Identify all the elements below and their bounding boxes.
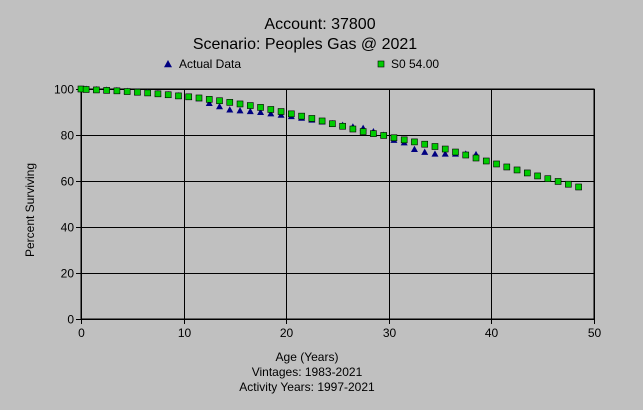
point-s0 <box>534 172 541 180</box>
plot-area <box>80 88 595 320</box>
point-s0 <box>575 183 582 191</box>
y-tick-label: 20 <box>61 267 75 281</box>
point-actual-data <box>431 150 439 157</box>
point-s0 <box>226 99 234 106</box>
legend-item-s0: S0 54.00 <box>377 57 439 71</box>
point-actual-data <box>421 148 429 155</box>
point-s0 <box>205 96 213 103</box>
point-s0 <box>370 130 377 137</box>
y-tick-label: 0 <box>67 313 74 327</box>
point-s0 <box>318 117 326 125</box>
point-s0 <box>164 91 172 99</box>
x-tick-label: 30 <box>383 326 397 340</box>
point-s0 <box>544 175 552 182</box>
point-s0 <box>349 125 357 133</box>
point-s0 <box>359 128 367 135</box>
point-s0 <box>421 140 429 148</box>
x-tick-label: 40 <box>485 326 499 340</box>
point-actual-data <box>257 108 265 116</box>
point-s0 <box>513 166 521 174</box>
point-s0 <box>524 169 531 177</box>
point-s0 <box>462 151 470 159</box>
y-tick-label: 60 <box>61 175 75 189</box>
point-s0 <box>308 115 316 122</box>
y-axis-label: Percent Surviving <box>23 163 37 257</box>
point-s0 <box>103 87 110 94</box>
legend: Actual Data S0 54.00 <box>164 57 439 71</box>
x-axis-label: Age (Years) <box>276 350 339 364</box>
x-tick-label: 10 <box>178 326 192 340</box>
grid <box>81 89 595 320</box>
point-s0 <box>277 108 285 115</box>
point-actual-data <box>441 150 449 157</box>
point-s0 <box>472 154 480 162</box>
point-s0 <box>554 178 562 185</box>
point-s0 <box>329 120 336 128</box>
point-actual-data <box>267 110 275 117</box>
point-s0 <box>400 136 408 144</box>
point-s0 <box>452 148 459 156</box>
point-s0 <box>411 138 418 146</box>
y-tick-label: 40 <box>61 221 75 235</box>
point-actual-data <box>410 145 418 153</box>
point-s0 <box>339 122 346 130</box>
point-s0 <box>503 163 511 171</box>
footnote-activity-years: Activity Years: 1997-2021 <box>239 380 375 394</box>
point-s0 <box>175 92 182 100</box>
x-tick-label: 0 <box>78 326 85 340</box>
point-s0 <box>195 94 203 102</box>
axis-ticks: 0 20 40 60 80 100 0 10 20 30 40 50 <box>54 83 602 341</box>
point-actual-data <box>246 107 254 115</box>
y-tick-label: 80 <box>61 129 75 143</box>
point-s0 <box>236 100 244 108</box>
point-s0 <box>257 104 264 111</box>
point-s0 <box>565 180 572 188</box>
legend-marker-actual-data <box>164 60 172 68</box>
legend-label-actual-data: Actual Data <box>179 57 241 71</box>
x-tick-label: 50 <box>588 326 602 340</box>
x-tick-label: 20 <box>280 326 294 340</box>
point-s0 <box>288 110 295 118</box>
point-actual-data <box>216 102 224 110</box>
point-s0 <box>93 86 100 94</box>
chart-subtitle: Scenario: Peoples Gas @ 2021 <box>193 36 417 53</box>
legend-label-s0: S0 54.00 <box>391 57 439 71</box>
point-actual-data <box>226 106 234 113</box>
point-s0 <box>134 88 141 96</box>
point-s0 <box>493 160 500 168</box>
legend-marker-s0 <box>377 60 385 68</box>
data-marks <box>77 85 582 191</box>
legend-item-actual-data: Actual Data <box>164 57 241 71</box>
point-actual-data <box>236 107 244 114</box>
point-s0 <box>298 112 305 120</box>
point-s0 <box>154 90 162 98</box>
point-s0 <box>144 89 151 97</box>
point-s0 <box>390 134 398 142</box>
point-s0 <box>185 93 193 101</box>
point-s0 <box>482 157 490 165</box>
point-s0 <box>246 102 254 109</box>
point-s0 <box>441 145 449 153</box>
chart-title: Account: 37800 <box>264 16 375 33</box>
point-s0 <box>113 87 121 95</box>
y-tick-label: 100 <box>54 83 74 97</box>
point-s0 <box>431 143 439 150</box>
point-s0 <box>82 86 90 93</box>
point-actual-data <box>205 99 213 107</box>
point-s0 <box>216 97 223 105</box>
point-s0 <box>380 132 387 139</box>
footnote-vintages: Vintages: 1983-2021 <box>252 365 363 379</box>
point-s0 <box>123 88 131 95</box>
point-s0 <box>267 106 275 113</box>
